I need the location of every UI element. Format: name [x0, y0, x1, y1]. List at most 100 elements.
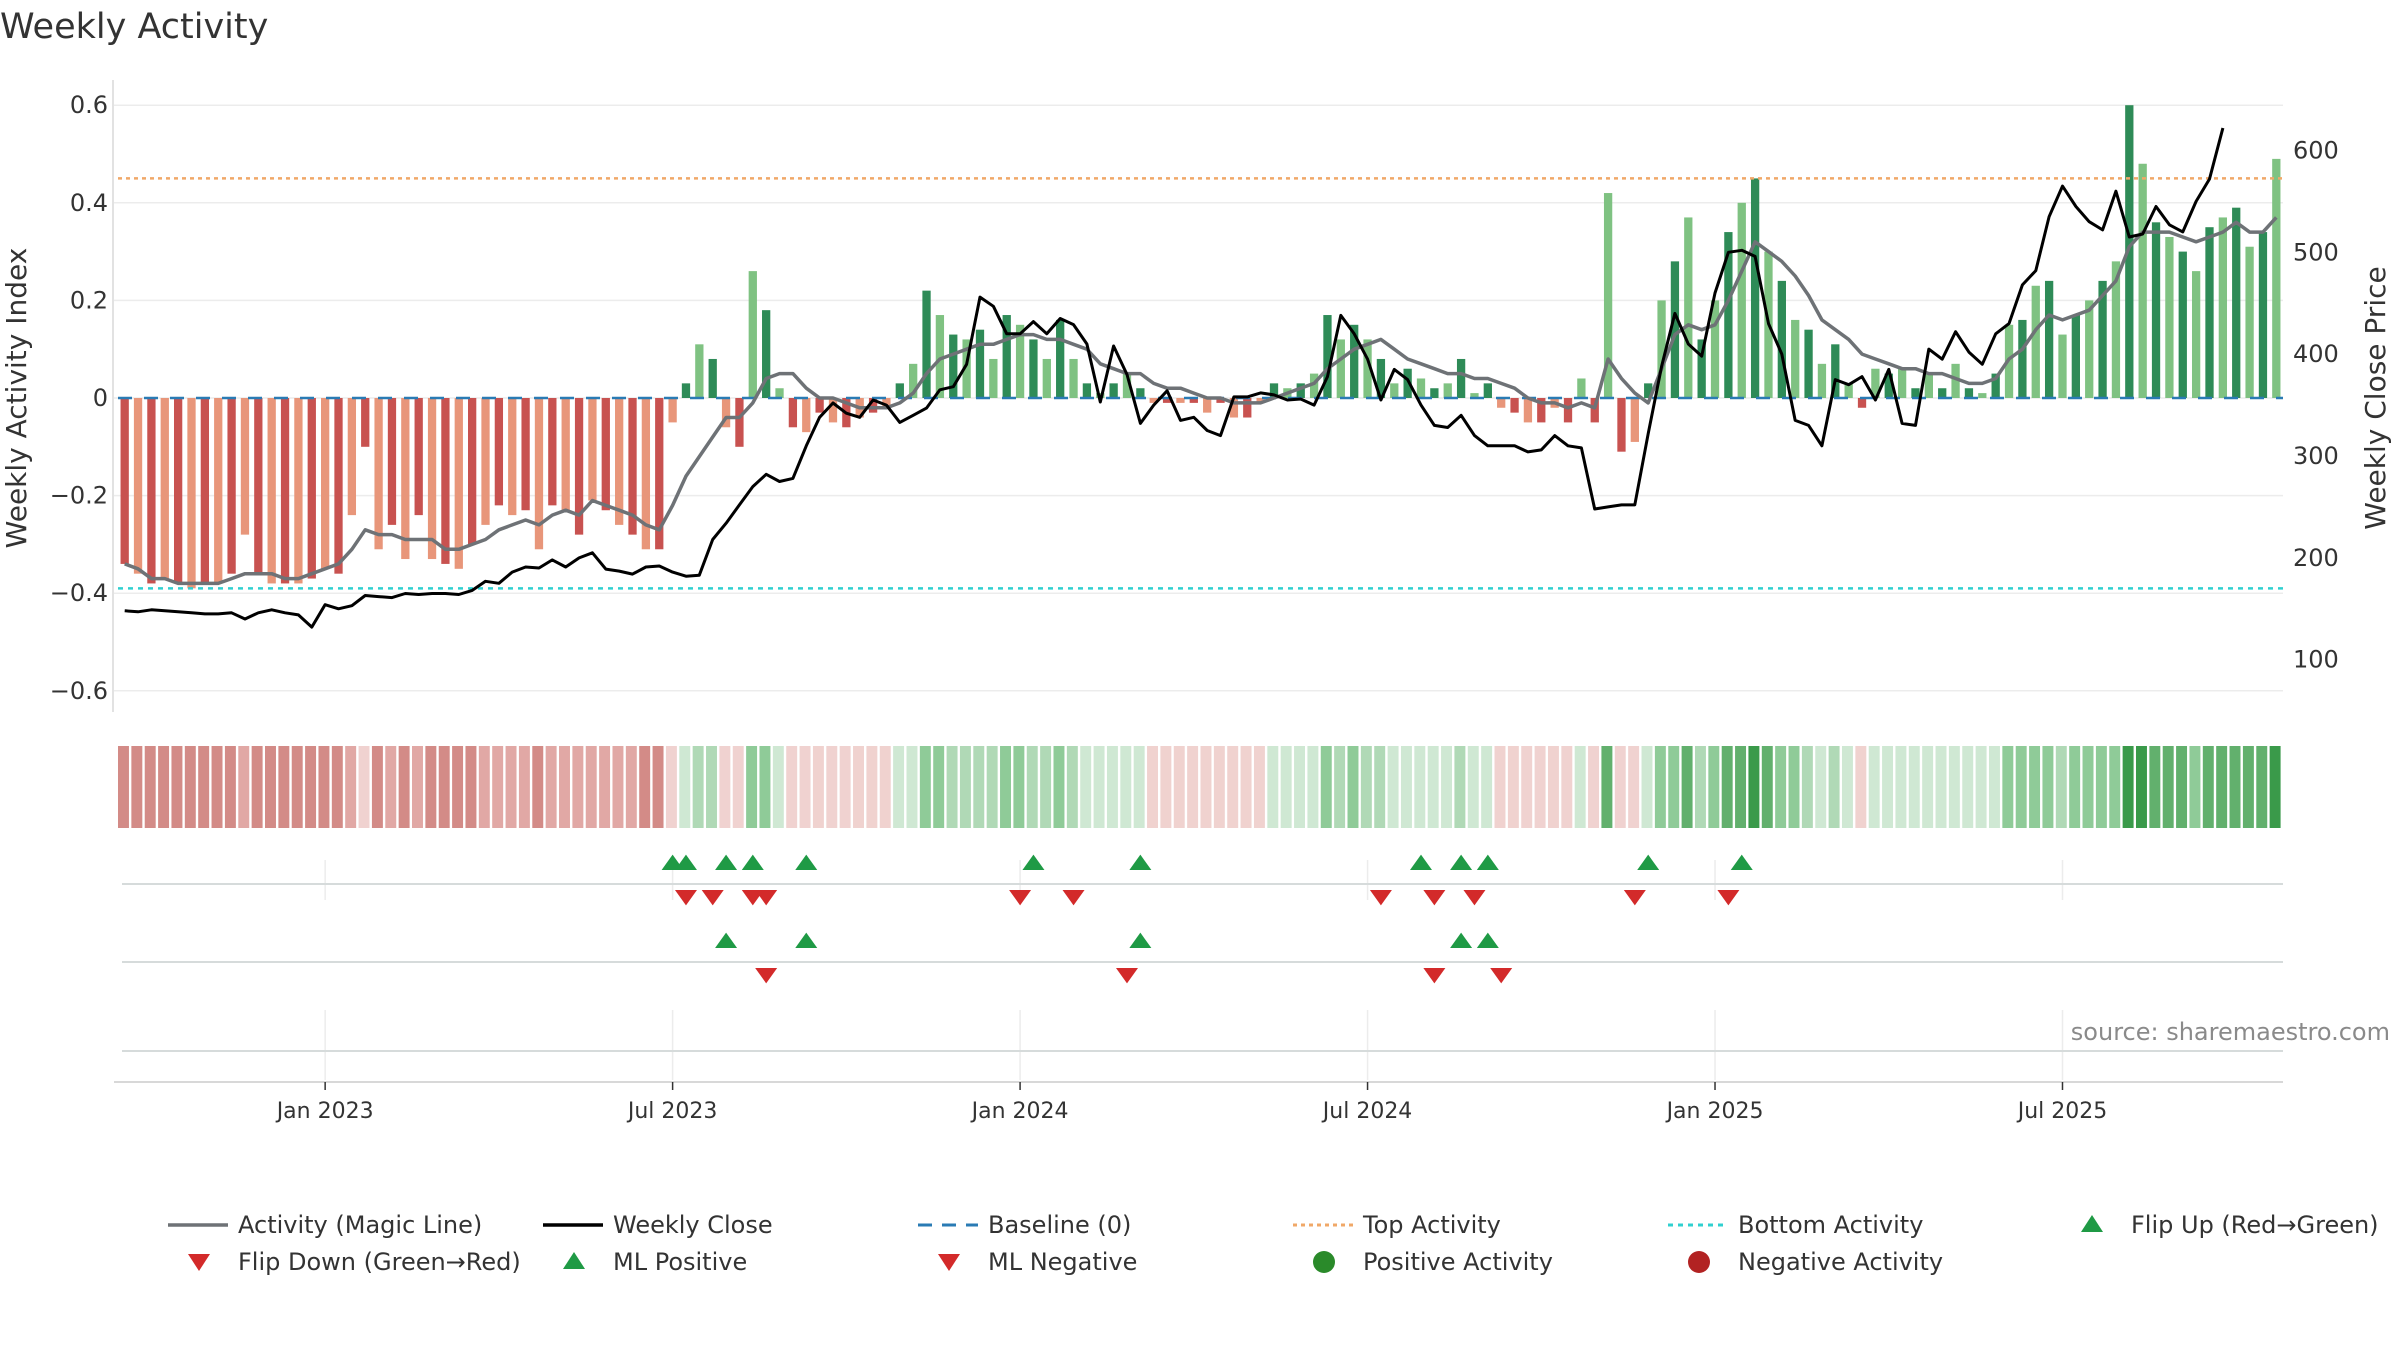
flip-up-marker	[1022, 854, 1045, 871]
legend-label: Activity (Magic Line)	[238, 1211, 482, 1239]
activity-bar	[2258, 232, 2268, 398]
activity-bar	[1296, 383, 1305, 398]
activity-bar	[321, 398, 330, 569]
flip-up-marker	[674, 854, 697, 871]
heat-strip-cell	[1681, 746, 1693, 828]
activity-bar	[1603, 193, 1613, 398]
activity-bar	[1697, 339, 1706, 398]
activity-bar	[561, 398, 570, 511]
heat-strip-cell	[1280, 746, 1292, 828]
activity-bar	[1644, 383, 1653, 398]
activity-bar	[1002, 315, 1011, 398]
activity-bar	[187, 398, 196, 589]
heat-strip-cell	[1320, 746, 1332, 828]
activity-bar	[1951, 363, 1960, 398]
heat-strip-cell	[919, 746, 931, 828]
heat-strip-cell	[1441, 746, 1453, 828]
heat-strip-cell	[1748, 746, 1760, 828]
activity-bar	[2085, 300, 2094, 398]
heat-strip-cell	[572, 746, 584, 828]
activity-bar	[1750, 178, 1760, 398]
x-tick-label: Jul 2025	[2016, 1099, 2108, 1124]
activity-bar	[160, 398, 169, 579]
heat-strip-cell	[371, 746, 383, 828]
flip-down-marker	[701, 889, 724, 906]
heat-strip-cell	[746, 746, 758, 828]
heat-strip-cell	[1053, 746, 1065, 828]
heat-strip-cell	[1948, 746, 1960, 828]
heat-strip-cell	[2042, 746, 2054, 828]
activity-bar	[481, 398, 490, 525]
legend-label: Top Activity	[1362, 1211, 1501, 1239]
activity-bar	[1082, 383, 1092, 398]
activity-bar	[708, 358, 717, 398]
heat-strip-cell	[1775, 746, 1787, 828]
ml-positive-marker	[1450, 932, 1473, 949]
activity-bar	[815, 398, 824, 413]
flip-down-marker	[1009, 889, 1032, 906]
legend-swatch	[1688, 1251, 1710, 1273]
activity-bar	[1162, 398, 1172, 403]
heat-strip-cell	[1374, 746, 1386, 828]
heat-strip-cell	[1200, 746, 1212, 828]
heat-strip-cell	[2229, 746, 2241, 828]
activity-bar	[868, 398, 878, 413]
x-tick-label: Jul 2023	[626, 1099, 718, 1124]
activity-bar	[548, 398, 557, 506]
heat-strip-cell	[478, 746, 490, 828]
heat-strip-cell	[2176, 746, 2188, 828]
activity-bar	[1657, 300, 1666, 398]
heat-strip-cell	[1427, 746, 1439, 828]
heat-strip-cell	[1561, 746, 1573, 828]
heat-strip-cell	[585, 746, 597, 828]
activity-bar	[1416, 378, 1426, 398]
heat-strip-cell	[331, 746, 343, 828]
activity-bar	[788, 398, 798, 428]
heat-strip-cell	[799, 746, 811, 828]
heat-strip-cell	[1841, 746, 1853, 828]
activity-bar	[1243, 398, 1252, 418]
heat-strip-cell	[1253, 746, 1265, 828]
heat-strip-cell	[1895, 746, 1907, 828]
heat-strip-cell	[1307, 746, 1319, 828]
heat-strip-cell	[1935, 746, 1947, 828]
heat-strip-cell	[1868, 746, 1880, 828]
heat-strip-cell	[2256, 746, 2268, 828]
activity-bar	[2165, 236, 2174, 398]
activity-bar	[1203, 398, 1212, 413]
y-tick-label-right: 300	[2293, 442, 2339, 470]
heat-strip-cell	[933, 746, 945, 828]
heat-strip-cell	[532, 746, 544, 828]
activity-bar	[935, 315, 945, 398]
activity-bar	[133, 398, 143, 574]
heat-strip-cell	[278, 746, 290, 828]
activity-bar	[120, 398, 129, 564]
heat-strip-cell	[2269, 746, 2281, 828]
heat-strip-cell	[251, 746, 263, 828]
heat-strip-cell	[358, 746, 370, 828]
activity-bar	[2151, 222, 2161, 398]
axes: 0.6 0.4 0.2 0 −0.2 −0.4 −0.6 600 500 400 300 200 100…	[50, 80, 2339, 1124]
heat-strip-cell	[1267, 746, 1279, 828]
heat-strip-cell	[144, 746, 156, 828]
heat-strip-cell	[1975, 746, 1987, 828]
activity-bar	[280, 398, 290, 584]
activity-bar	[1724, 232, 1733, 398]
activity-bar	[695, 344, 704, 398]
signal-panels	[122, 854, 2283, 1052]
flip-up-marker	[715, 854, 738, 871]
activity-bar	[762, 310, 771, 398]
legend-label: Positive Activity	[1363, 1248, 1553, 1276]
y-tick-label-left: −0.2	[50, 482, 108, 510]
activity-bar	[1483, 383, 1492, 398]
heat-strip-cell	[2082, 746, 2094, 828]
heat-strip-cell	[118, 746, 129, 828]
activity-bar	[962, 339, 971, 398]
activity-bar	[2205, 227, 2214, 398]
activity-bar	[735, 398, 744, 447]
activity-bar	[1122, 373, 1132, 398]
heat-strip-cell	[786, 746, 798, 828]
x-tick-label: Jan 2024	[970, 1099, 1069, 1124]
heat-strip-cell	[839, 746, 851, 828]
heat-strip-cell	[893, 746, 905, 828]
